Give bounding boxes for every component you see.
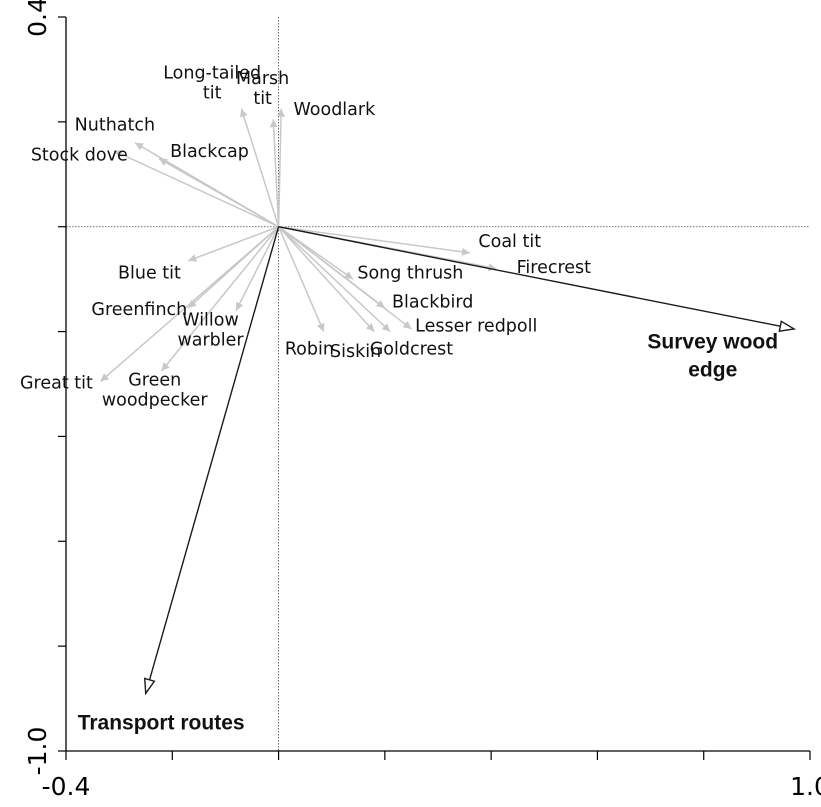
species-arrow-great-tit xyxy=(100,226,280,382)
label-line: Survey wood xyxy=(647,331,778,354)
environment-arrows xyxy=(143,226,797,696)
species-arrow-long-tailed-tit xyxy=(239,108,280,227)
species-arrow-coal-tit xyxy=(278,225,470,256)
species-label-green-woodpecker: Green woodpecker xyxy=(102,370,209,410)
species-arrow-willow-warbler xyxy=(235,226,280,311)
species-arrow-robin xyxy=(277,226,325,332)
y-tick-label: 0.4 xyxy=(23,0,52,37)
label-line: Willow xyxy=(182,311,239,331)
label-line: Robin xyxy=(285,339,334,359)
label-line: Stock dove xyxy=(31,145,128,165)
species-label-nuthatch: Nuthatch xyxy=(75,116,155,136)
species-arrow-siskin xyxy=(278,226,375,333)
species-arrow-lesser-redpoll xyxy=(278,226,412,330)
species-arrow-goldcrest xyxy=(278,226,391,333)
species-label-firecrest: Firecrest xyxy=(517,258,592,278)
label-line: warbler xyxy=(177,331,244,351)
environment-label-transport-routes: Transport routes xyxy=(78,712,245,735)
label-line: Blackbird xyxy=(392,292,473,312)
label-line: Song thrush xyxy=(357,263,463,283)
x-tick-label: -0.4 xyxy=(42,772,91,801)
species-arrow-blackcap xyxy=(158,157,279,228)
species-label-stock-dove: Stock dove xyxy=(31,145,128,165)
label-line: Green xyxy=(128,370,181,390)
species-label-blue-tit: Blue tit xyxy=(118,263,181,283)
species-label-song-thrush: Song thrush xyxy=(357,263,463,283)
species-label-marsh-tit: Marsh tit xyxy=(236,69,289,109)
species-label-siskin: Siskin xyxy=(330,342,381,362)
species-label-blackcap: Blackcap xyxy=(170,142,249,162)
label-line: Long-tailed xyxy=(163,64,261,84)
zero-reference-lines xyxy=(66,17,810,751)
species-label-willow-warbler: Willow warbler xyxy=(177,311,244,351)
label-line: Great tit xyxy=(20,374,93,394)
environment-arrow-survey-wood-edge xyxy=(278,226,797,332)
species-arrow-stock-dove xyxy=(113,150,279,228)
species-arrow-woodlark xyxy=(277,108,286,227)
label-line: Firecrest xyxy=(517,258,592,278)
species-label-lesser-redpoll: Lesser redpoll xyxy=(415,316,537,336)
label-line: Blue tit xyxy=(118,263,181,283)
species-arrow-blue-tit xyxy=(187,226,279,262)
label-line: Lesser redpoll xyxy=(415,316,537,336)
y-tick-label: -1.0 xyxy=(23,727,52,776)
species-label-coal-tit: Coal tit xyxy=(478,232,541,252)
species-arrow-green-woodpecker xyxy=(161,226,280,372)
environment-arrow-transport-routes xyxy=(143,226,280,696)
label-line: tit xyxy=(203,84,222,104)
label-line: Greenfinch xyxy=(91,300,187,320)
species-label-woodlark: Woodlark xyxy=(294,100,377,120)
species-label-long-tailed-tit: Long-tailed tit xyxy=(163,64,261,104)
axes: -0.4 1.0 0.4 -1.0 xyxy=(23,0,821,801)
species-label-greenfinch: Greenfinch xyxy=(91,300,187,320)
label-line: edge xyxy=(688,359,737,382)
species-label-great-tit: Great tit xyxy=(20,374,93,394)
environment-label-survey-wood-edge: Survey wood edge xyxy=(647,331,778,382)
label-line: tit xyxy=(253,89,272,109)
label-line: woodpecker xyxy=(102,390,209,410)
label-line: Goldcrest xyxy=(370,339,454,359)
species-arrow-marsh-tit xyxy=(269,119,280,227)
label-line: Transport routes xyxy=(78,712,245,735)
species-label-blackbird: Blackbird xyxy=(392,292,473,312)
label-line: Marsh xyxy=(236,69,289,89)
x-tick-label: 1.0 xyxy=(790,772,821,801)
label-line: Siskin xyxy=(330,342,381,362)
label-line: Woodlark xyxy=(294,100,377,120)
label-line: Blackcap xyxy=(170,142,249,162)
label-line: Coal tit xyxy=(478,232,541,252)
label-line: Nuthatch xyxy=(75,116,155,136)
species-label-goldcrest: Goldcrest xyxy=(370,339,454,359)
species-label-robin: Robin xyxy=(285,339,334,359)
